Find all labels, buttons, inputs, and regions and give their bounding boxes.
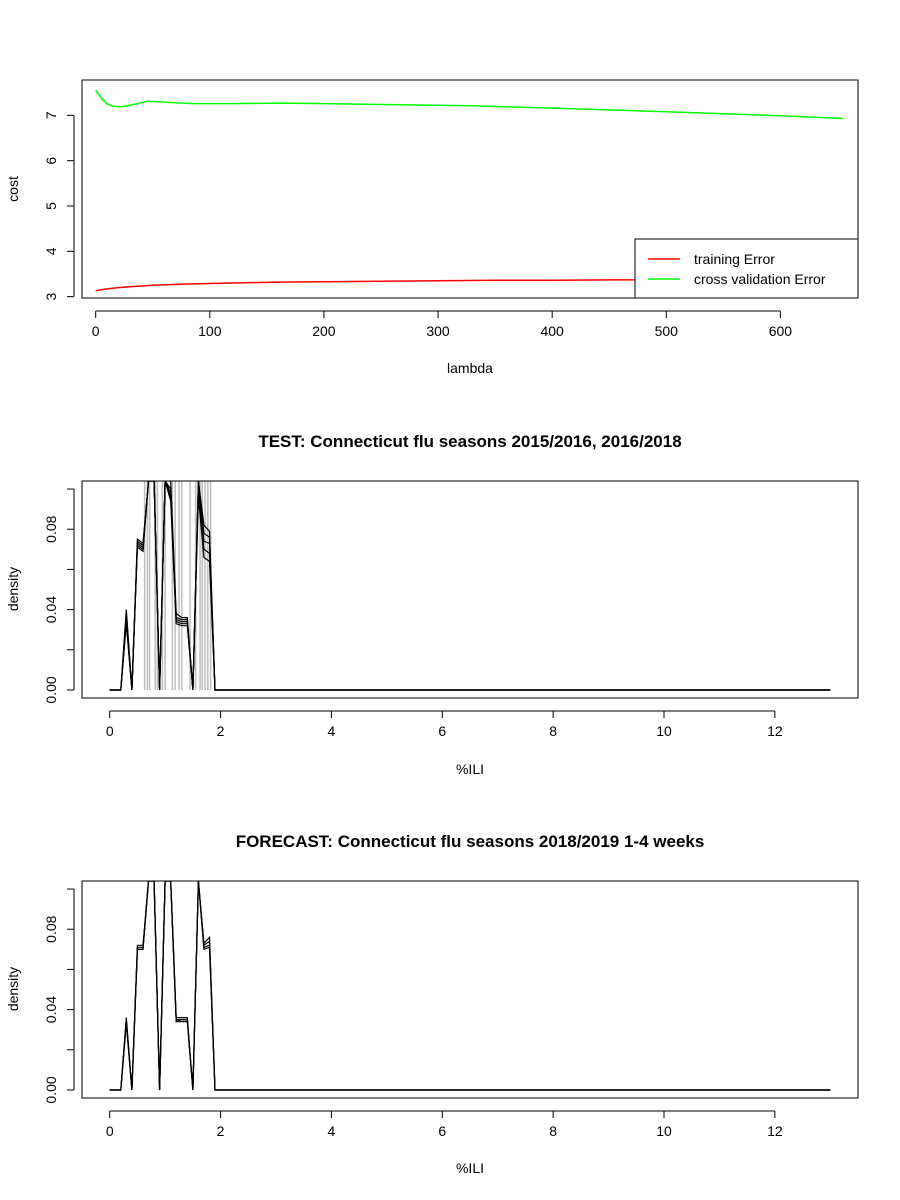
y-axis: 0.00 0.04 0.08	[43, 888, 75, 1104]
legend-label-training-error: training Error	[694, 251, 775, 267]
x-tick-label: 0	[92, 323, 100, 339]
cost-lambda-panel: cost lambda 0 100 200 300 400 500 600 3 4 5 6 7 tra…	[5, 79, 859, 376]
x-axis: 0 100 200 300 400 500 600	[92, 310, 793, 339]
y-tick-label: 0.04	[43, 996, 59, 1023]
x-tick-label: 6	[438, 1123, 446, 1139]
x-tick-label: 12	[767, 723, 783, 739]
lambda-axis-title: lambda	[447, 360, 493, 376]
x-tick-label: 10	[656, 723, 672, 739]
x-tick-label: 300	[426, 323, 450, 339]
test-plot-title: TEST: Connecticut flu seasons 2015/2016,…	[258, 432, 681, 451]
plot-area	[109, 481, 831, 691]
series-cross-validation-error	[95, 89, 844, 120]
plot-frame	[81, 880, 859, 1099]
y-tick-label: 0.00	[43, 676, 59, 703]
x-tick-label: 8	[549, 723, 557, 739]
x-tick-label: 4	[328, 1123, 336, 1139]
x-tick-label: 600	[769, 323, 793, 339]
x-axis: 0 2 4 6 8 10 12	[106, 710, 783, 739]
legend: training Error cross validation Error	[634, 238, 859, 299]
x-tick-label: 400	[540, 323, 564, 339]
y-tick-label: 0.08	[43, 915, 59, 942]
x-tick-label: 10	[656, 1123, 672, 1139]
y-tick-label: 5	[43, 202, 59, 210]
plot-frame	[81, 79, 859, 299]
forecast-plot-title: FORECAST: Connecticut flu seasons 2018/2…	[236, 832, 705, 851]
y-tick-label: 0.04	[43, 596, 59, 623]
x-tick-label: 8	[549, 1123, 557, 1139]
y-axis: 3 4 5 6 7	[43, 111, 75, 301]
test-density-panel: TEST: Connecticut flu seasons 2015/2016,…	[5, 432, 859, 777]
x-tick-label: 200	[312, 323, 336, 339]
ili-axis-title: %ILI	[456, 761, 484, 777]
y-tick-label: 0.00	[43, 1076, 59, 1103]
y-tick-label: 6	[43, 157, 59, 165]
y-tick-label: 3	[43, 293, 59, 301]
y-tick-label: 4	[43, 247, 59, 255]
density-curve-3	[109, 881, 831, 1091]
x-tick-label: 6	[438, 723, 446, 739]
x-tick-label: 2	[217, 723, 225, 739]
x-tick-label: 0	[106, 723, 114, 739]
y-axis: 0.00 0.04 0.08	[43, 488, 75, 704]
x-tick-label: 4	[328, 723, 336, 739]
y-tick-label: 7	[43, 111, 59, 119]
x-tick-label: 2	[217, 1123, 225, 1139]
cost-axis-title: cost	[5, 176, 21, 202]
x-tick-label: 100	[198, 323, 222, 339]
x-axis: 0 2 4 6 8 10 12	[106, 1110, 783, 1139]
legend-label-cross-validation-error: cross validation Error	[694, 271, 826, 287]
ili-axis-title: %ILI	[456, 1160, 484, 1176]
density-axis-title: density	[5, 967, 21, 1011]
x-tick-label: 500	[655, 323, 679, 339]
y-tick-label: 0.08	[43, 515, 59, 542]
x-tick-label: 0	[106, 1123, 114, 1139]
plot-area	[109, 881, 831, 1091]
x-tick-label: 12	[767, 1123, 783, 1139]
forecast-density-panel: FORECAST: Connecticut flu seasons 2018/2…	[5, 832, 859, 1176]
density-curve-4	[109, 481, 831, 691]
density-axis-title: density	[5, 567, 21, 611]
legend-box	[634, 238, 859, 299]
plot-frame	[81, 480, 859, 699]
